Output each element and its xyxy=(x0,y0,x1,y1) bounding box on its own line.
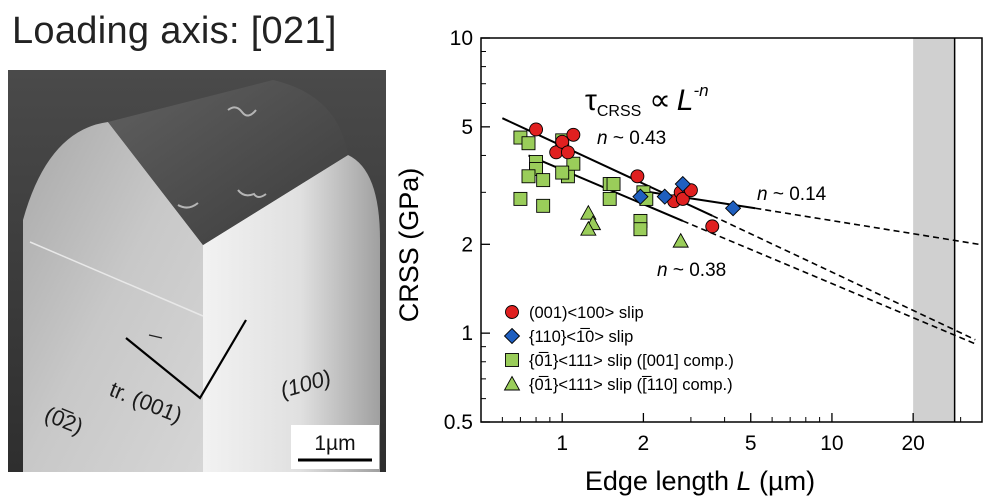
y-tick-label: 0.5 xyxy=(444,411,473,434)
data-point-square xyxy=(633,222,648,237)
x-axis-label: Edge length L (µm) xyxy=(585,466,815,496)
sem-micrograph: tr. (001) (0̅2) (100) 1µm xyxy=(8,70,386,472)
slip-trace-line xyxy=(29,241,204,317)
data-point-circle xyxy=(529,122,544,137)
x-tick-label: 20 xyxy=(901,432,924,455)
y-tick-label: 5 xyxy=(461,116,473,139)
fit-lines-dashed xyxy=(682,207,979,345)
pillar-left-face xyxy=(23,122,203,472)
data-point-diamond xyxy=(632,188,649,205)
data-point-square xyxy=(606,177,621,192)
fit-line-dashed xyxy=(711,214,976,341)
fit-label-014: n ~ 0.14 xyxy=(757,184,827,205)
data-point-circle xyxy=(566,127,581,142)
legend-marker-circle xyxy=(505,305,519,319)
y-tick-label: 1 xyxy=(461,322,473,345)
data-point-square xyxy=(521,136,536,151)
data-point-diamond xyxy=(724,200,742,217)
trace-overline xyxy=(148,334,163,339)
data-point-square xyxy=(555,165,570,180)
plot-frame xyxy=(480,37,983,423)
data-point-triangle xyxy=(672,232,689,248)
data-point-circle xyxy=(555,134,570,149)
data-point-triangle xyxy=(580,204,597,220)
data-point-square xyxy=(536,173,551,188)
fit-line-dashed xyxy=(755,207,979,246)
fit-line-dashed xyxy=(682,220,976,345)
x-tick-label: 5 xyxy=(745,432,757,455)
legend-label: {0̅1}<111> slip ([̅110] comp.) xyxy=(529,376,733,394)
axis-ticks: 1 2 5 10 20 0.5 1 2 5 10 xyxy=(444,27,962,455)
figure-title: Loading axis: [021] xyxy=(12,10,337,52)
data-point-circle xyxy=(630,169,645,184)
pillar-right-face xyxy=(203,155,380,472)
fit-label-043: n ~ 0.43 xyxy=(597,128,666,149)
data-point-circle xyxy=(705,219,720,234)
data-point-circle xyxy=(560,145,575,160)
equation: τCRSS ∝ L-n xyxy=(585,81,709,120)
x-tick-label: 2 xyxy=(638,432,650,455)
legend-marker-square xyxy=(505,353,519,367)
fit-label-038: n ~ 0.38 xyxy=(657,260,726,281)
data-point-circle xyxy=(675,191,690,206)
y-tick-label: 2 xyxy=(461,233,473,256)
shaded-region xyxy=(913,38,955,422)
legend-marker-triangle xyxy=(503,375,521,391)
x-tick-label: 10 xyxy=(820,432,843,455)
data-point-square xyxy=(566,156,581,171)
legend-label: (001)<100> slip xyxy=(529,304,644,322)
data-point-square xyxy=(536,198,551,213)
legend-label: {110}<1̅0> slip xyxy=(529,328,633,346)
data-points xyxy=(513,122,742,248)
scale-bar-box xyxy=(291,425,379,469)
data-point-diamond xyxy=(656,188,673,205)
data-point-diamond xyxy=(674,175,691,193)
surface-debris xyxy=(177,106,267,209)
data-point-triangle xyxy=(580,220,597,236)
x-tick-label: 1 xyxy=(556,432,568,455)
y-axis-label: CRSS (GPa) xyxy=(394,168,424,323)
scale-bar-label: 1µm xyxy=(314,432,355,455)
y-tick-label: 10 xyxy=(450,27,473,50)
legend: (001)<100> slip {110}<1̅0> slip {0̅1}<111>… xyxy=(503,304,734,394)
data-point-square xyxy=(602,191,617,206)
pillar-top-face xyxy=(108,80,348,245)
data-point-square xyxy=(513,191,528,206)
data-point-square xyxy=(521,169,536,184)
legend-marker-diamond xyxy=(503,327,521,345)
trace-marker xyxy=(125,319,247,400)
legend-label: {0̅1}<111> slip ([001] comp.) xyxy=(529,352,734,370)
